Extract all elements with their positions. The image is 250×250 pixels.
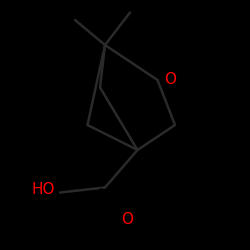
Text: O: O: [121, 212, 133, 228]
Text: O: O: [164, 72, 176, 88]
Text: HO: HO: [32, 182, 55, 198]
